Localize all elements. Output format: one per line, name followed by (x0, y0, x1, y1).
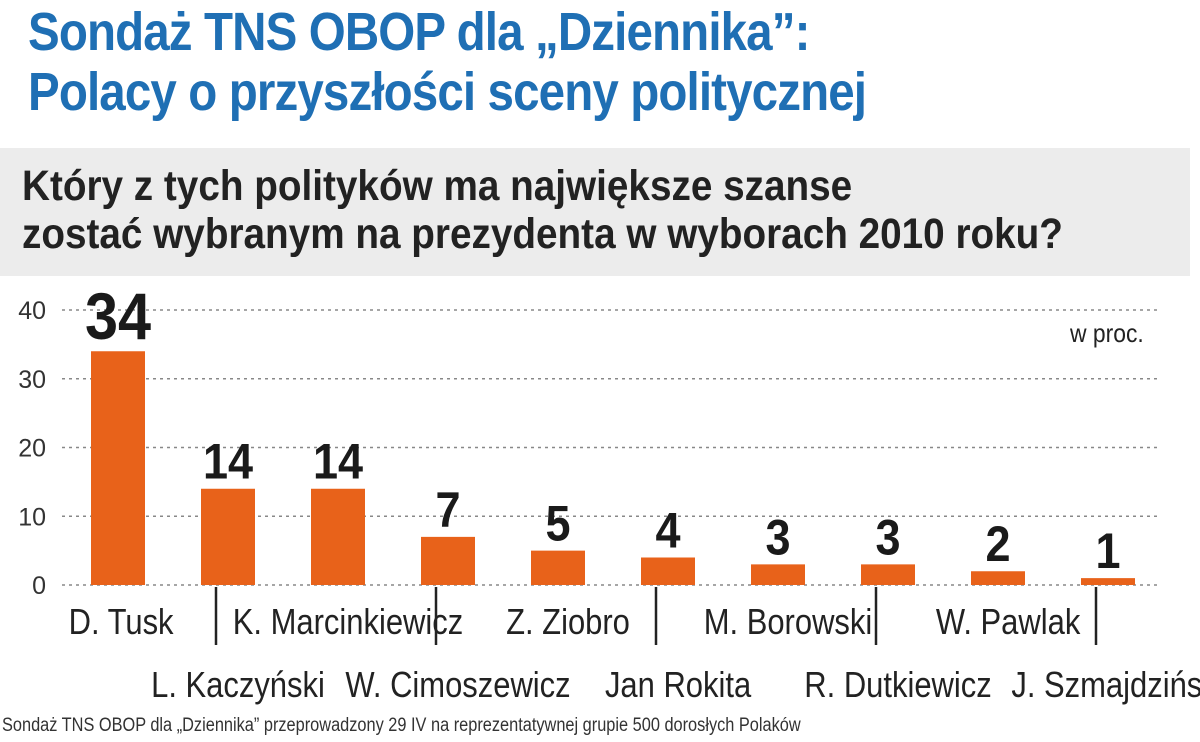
data-label: 4 (655, 503, 681, 559)
data-label: 1 (1095, 524, 1120, 580)
category-label: D. Tusk (69, 603, 174, 643)
question-panel: Który z tych polityków ma największe sza… (0, 148, 1190, 276)
category-label: L. Kaczyński (151, 666, 325, 706)
bar (861, 564, 915, 585)
data-label: 14 (203, 435, 254, 491)
bar (91, 351, 145, 585)
bar (311, 488, 365, 585)
title-line-1: Sondaż TNS OBOP dla „Dziennika”: (28, 2, 810, 62)
data-label: 3 (765, 510, 790, 566)
bar (971, 571, 1025, 585)
category-label: J. Szmajdziński (1011, 666, 1200, 706)
category-label: W. Cimoszewicz (345, 666, 570, 706)
data-label: 34 (85, 280, 151, 354)
chart-title: Sondaż TNS OBOP dla „Dziennika”: Polacy … (28, 2, 1049, 122)
y-tick-label: 0 (32, 572, 46, 600)
y-tick-label: 20 (18, 435, 46, 463)
title-line-2: Polacy o przyszłości sceny politycznej (28, 62, 867, 122)
bar (751, 564, 805, 585)
data-label: 7 (435, 483, 460, 539)
bar (641, 557, 695, 585)
data-label: 2 (985, 517, 1010, 573)
data-label: 3 (875, 510, 900, 566)
category-label: K. Marcinkiewicz (233, 603, 463, 643)
question-line-1: Który z tych polityków ma największe sza… (22, 162, 853, 210)
data-label: 5 (545, 496, 570, 552)
category-label: M. Borowski (704, 603, 873, 643)
unit-label: w proc. (1070, 318, 1144, 348)
category-label: Z. Ziobro (506, 603, 630, 643)
bar (421, 536, 475, 585)
question-line-2: zostać wybranym na prezydenta w wyborach… (22, 210, 1063, 258)
bar (531, 550, 585, 585)
y-tick-label: 30 (18, 366, 46, 394)
footnote: Sondaż TNS OBOP dla „Dziennika” przeprow… (2, 715, 801, 736)
bar (1081, 578, 1135, 585)
category-label: W. Pawlak (936, 603, 1081, 643)
y-tick-label: 10 (18, 503, 46, 531)
category-label: Jan Rokita (605, 666, 752, 706)
category-label: R. Dutkiewicz (804, 666, 991, 706)
bar (201, 488, 255, 585)
question-text: Który z tych polityków ma największe sza… (22, 162, 1066, 258)
data-label: 14 (313, 435, 364, 491)
y-tick-label: 40 (18, 297, 46, 325)
